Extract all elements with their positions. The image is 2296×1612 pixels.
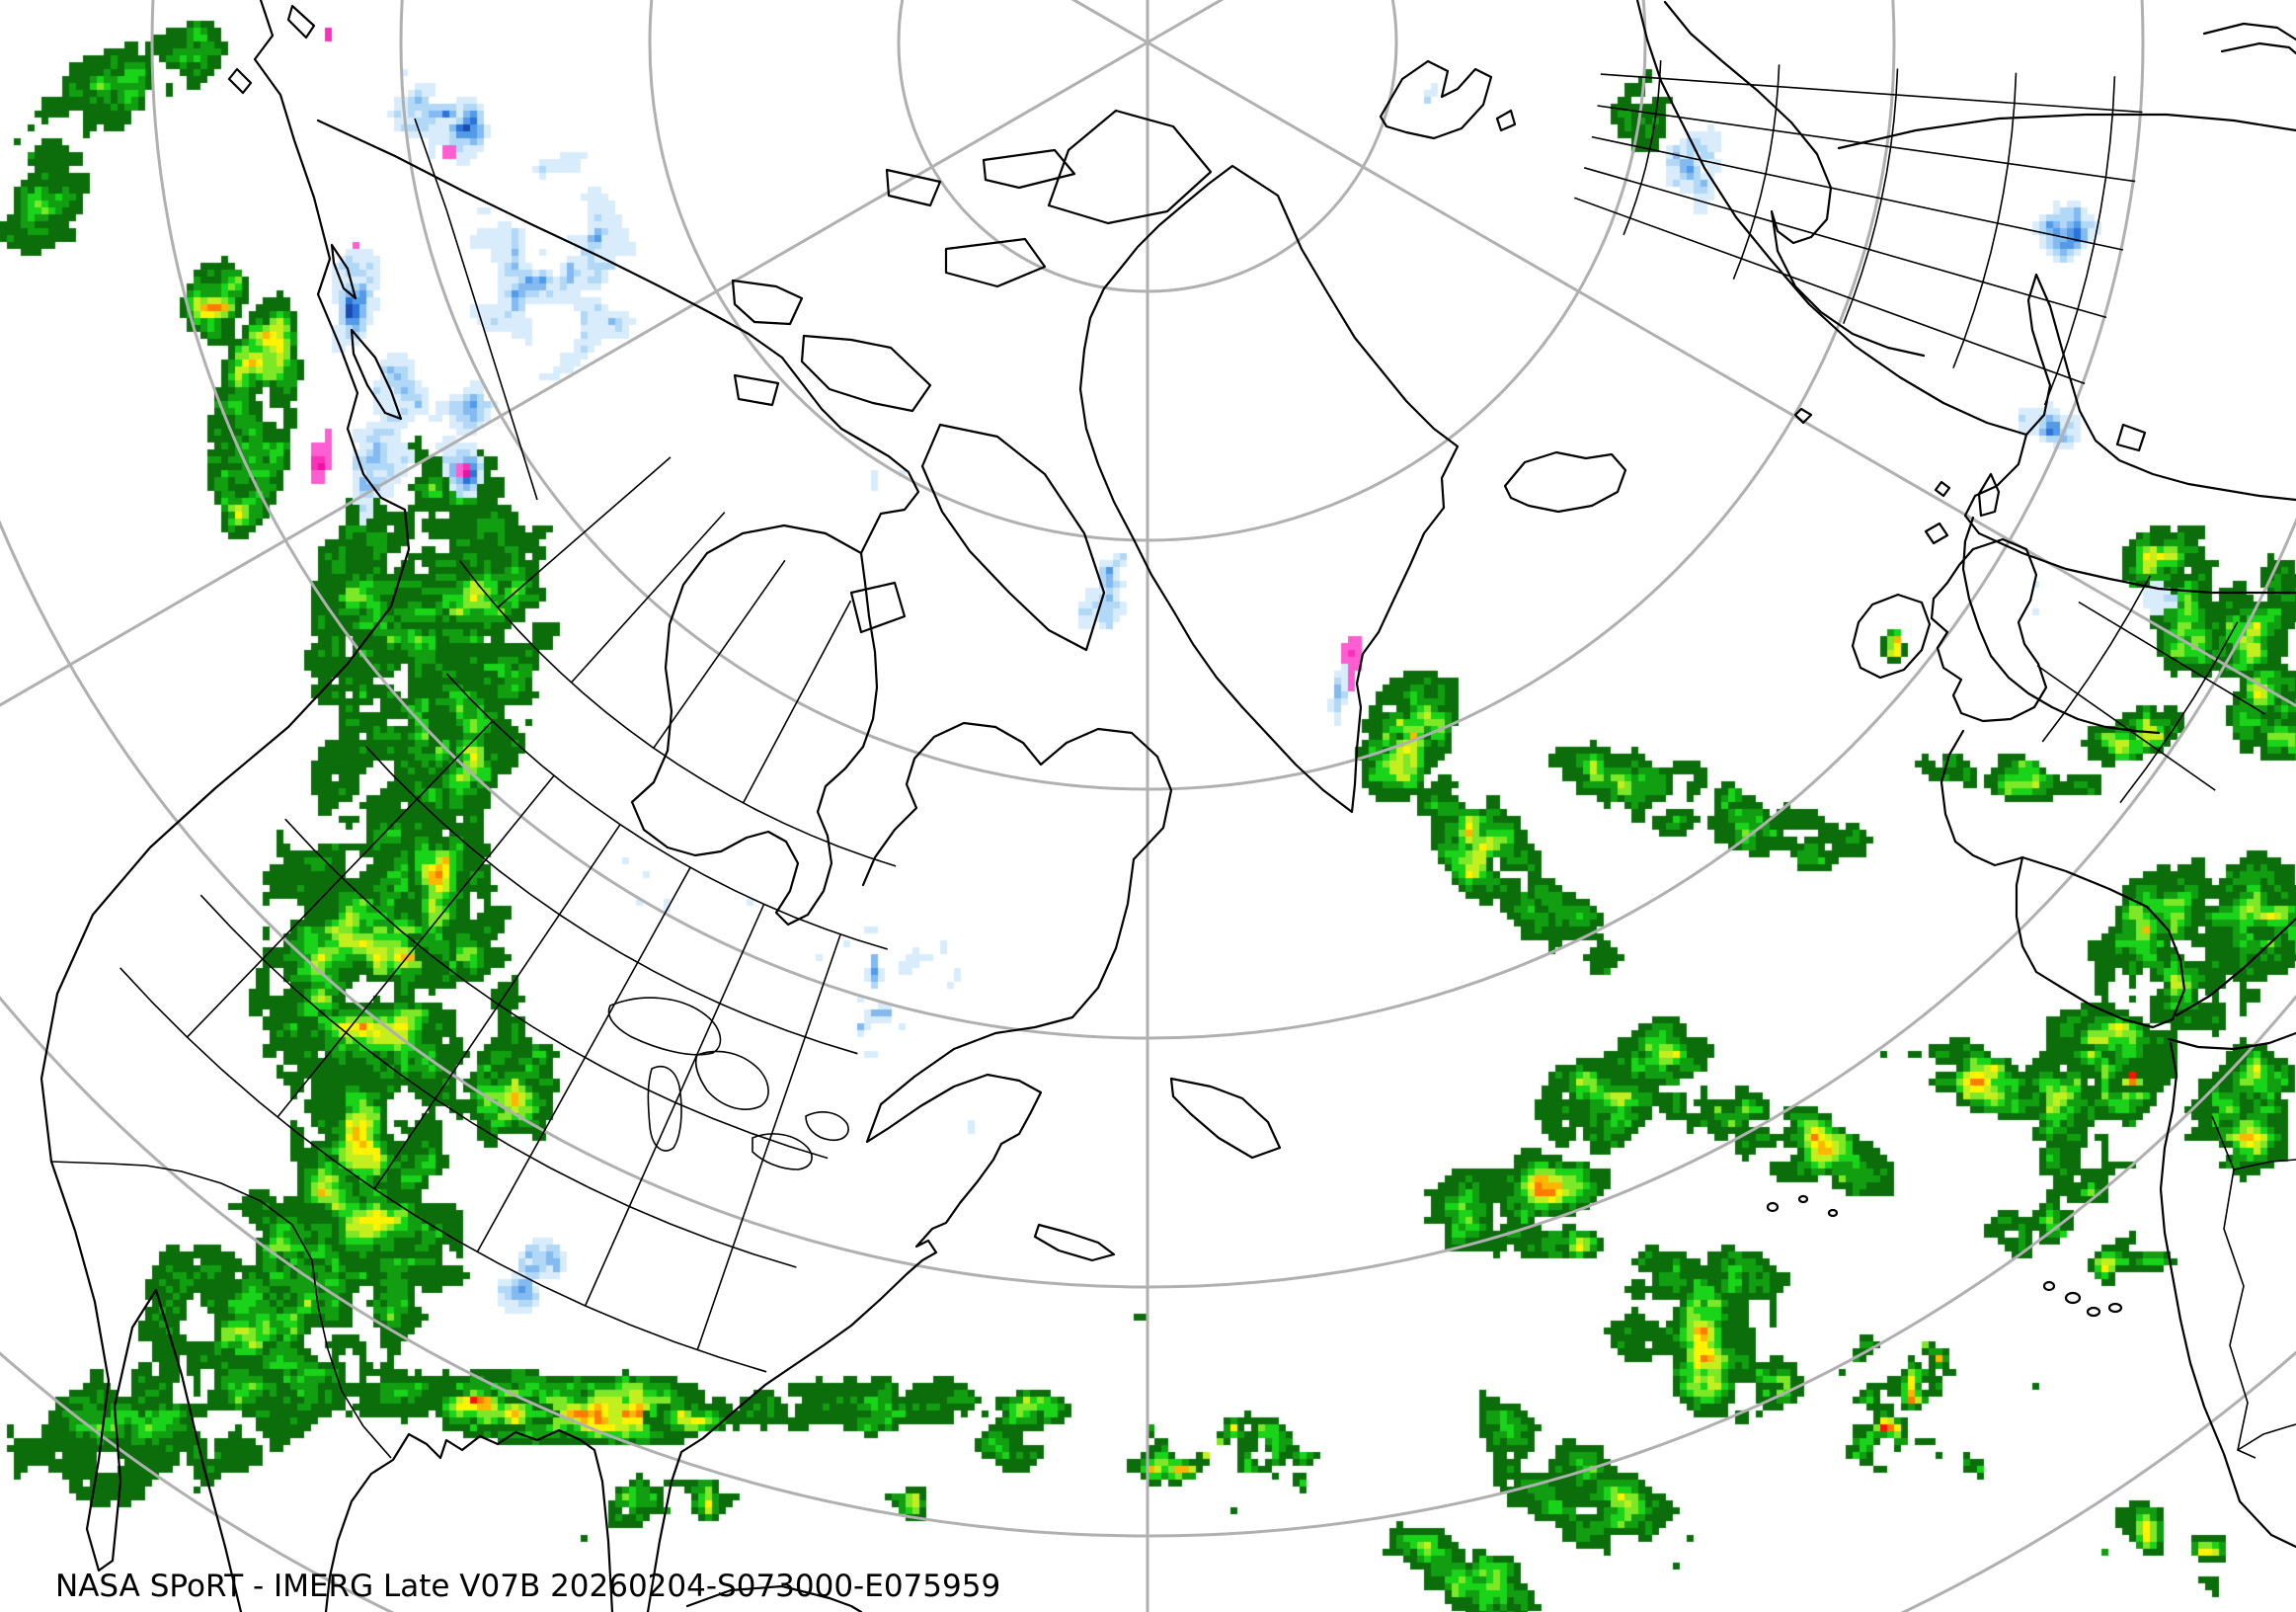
coast-great-britain xyxy=(1924,522,2048,723)
admin-borders-layer xyxy=(119,60,2265,1373)
meridian-line xyxy=(1147,0,1225,44)
coast-svalbard xyxy=(1379,59,1517,140)
border-us-mexico xyxy=(50,1161,392,1459)
coast-arctic-archipelago xyxy=(731,109,1213,652)
coast-hudson-bay xyxy=(630,524,879,927)
coast-canary-madeira-islands xyxy=(1766,1194,2123,1318)
coast-baltic-denmark xyxy=(1963,423,2296,595)
border-bc-alberta xyxy=(414,118,538,501)
inland-borders-layer xyxy=(50,118,2296,1459)
border-lattice-canada-provinces xyxy=(458,456,897,867)
meridian-line xyxy=(1070,0,1148,44)
meridian-line xyxy=(0,40,1148,707)
border-lattice-europe-borders xyxy=(2036,575,2265,804)
border-lattice-russia-oblasts xyxy=(1574,60,2143,406)
coast-kola-white-sea xyxy=(1663,0,2296,358)
coast-north-america-west xyxy=(40,0,411,1612)
meridian-line xyxy=(1147,40,2296,708)
coast-cuba xyxy=(685,1584,863,1612)
coast-nova-scotia-newfoundland xyxy=(1033,1077,1282,1262)
great-lakes xyxy=(607,997,849,1170)
coast-greenland xyxy=(1078,164,1460,814)
coastline-layer xyxy=(40,0,2296,1612)
coast-iceland xyxy=(1503,450,1627,514)
coast-arctic-mainland xyxy=(316,119,920,555)
coast-iberia xyxy=(2015,855,2296,1029)
coast-north-sea-france xyxy=(1940,516,2161,867)
coast-africa-northwest xyxy=(2159,1031,2296,1549)
coast-pacific-islands xyxy=(227,4,403,421)
coast-north-america-east xyxy=(324,721,1173,1612)
coast-ireland xyxy=(1793,407,1951,680)
coast-scandinavia xyxy=(1635,0,2296,502)
border-africa-inland xyxy=(2211,1115,2296,1459)
border-lattice-us-states xyxy=(119,673,889,1373)
product-timestamp-label: NASA SPoRT - IMERG Late V07B 20260204-S0… xyxy=(55,1569,1001,1604)
